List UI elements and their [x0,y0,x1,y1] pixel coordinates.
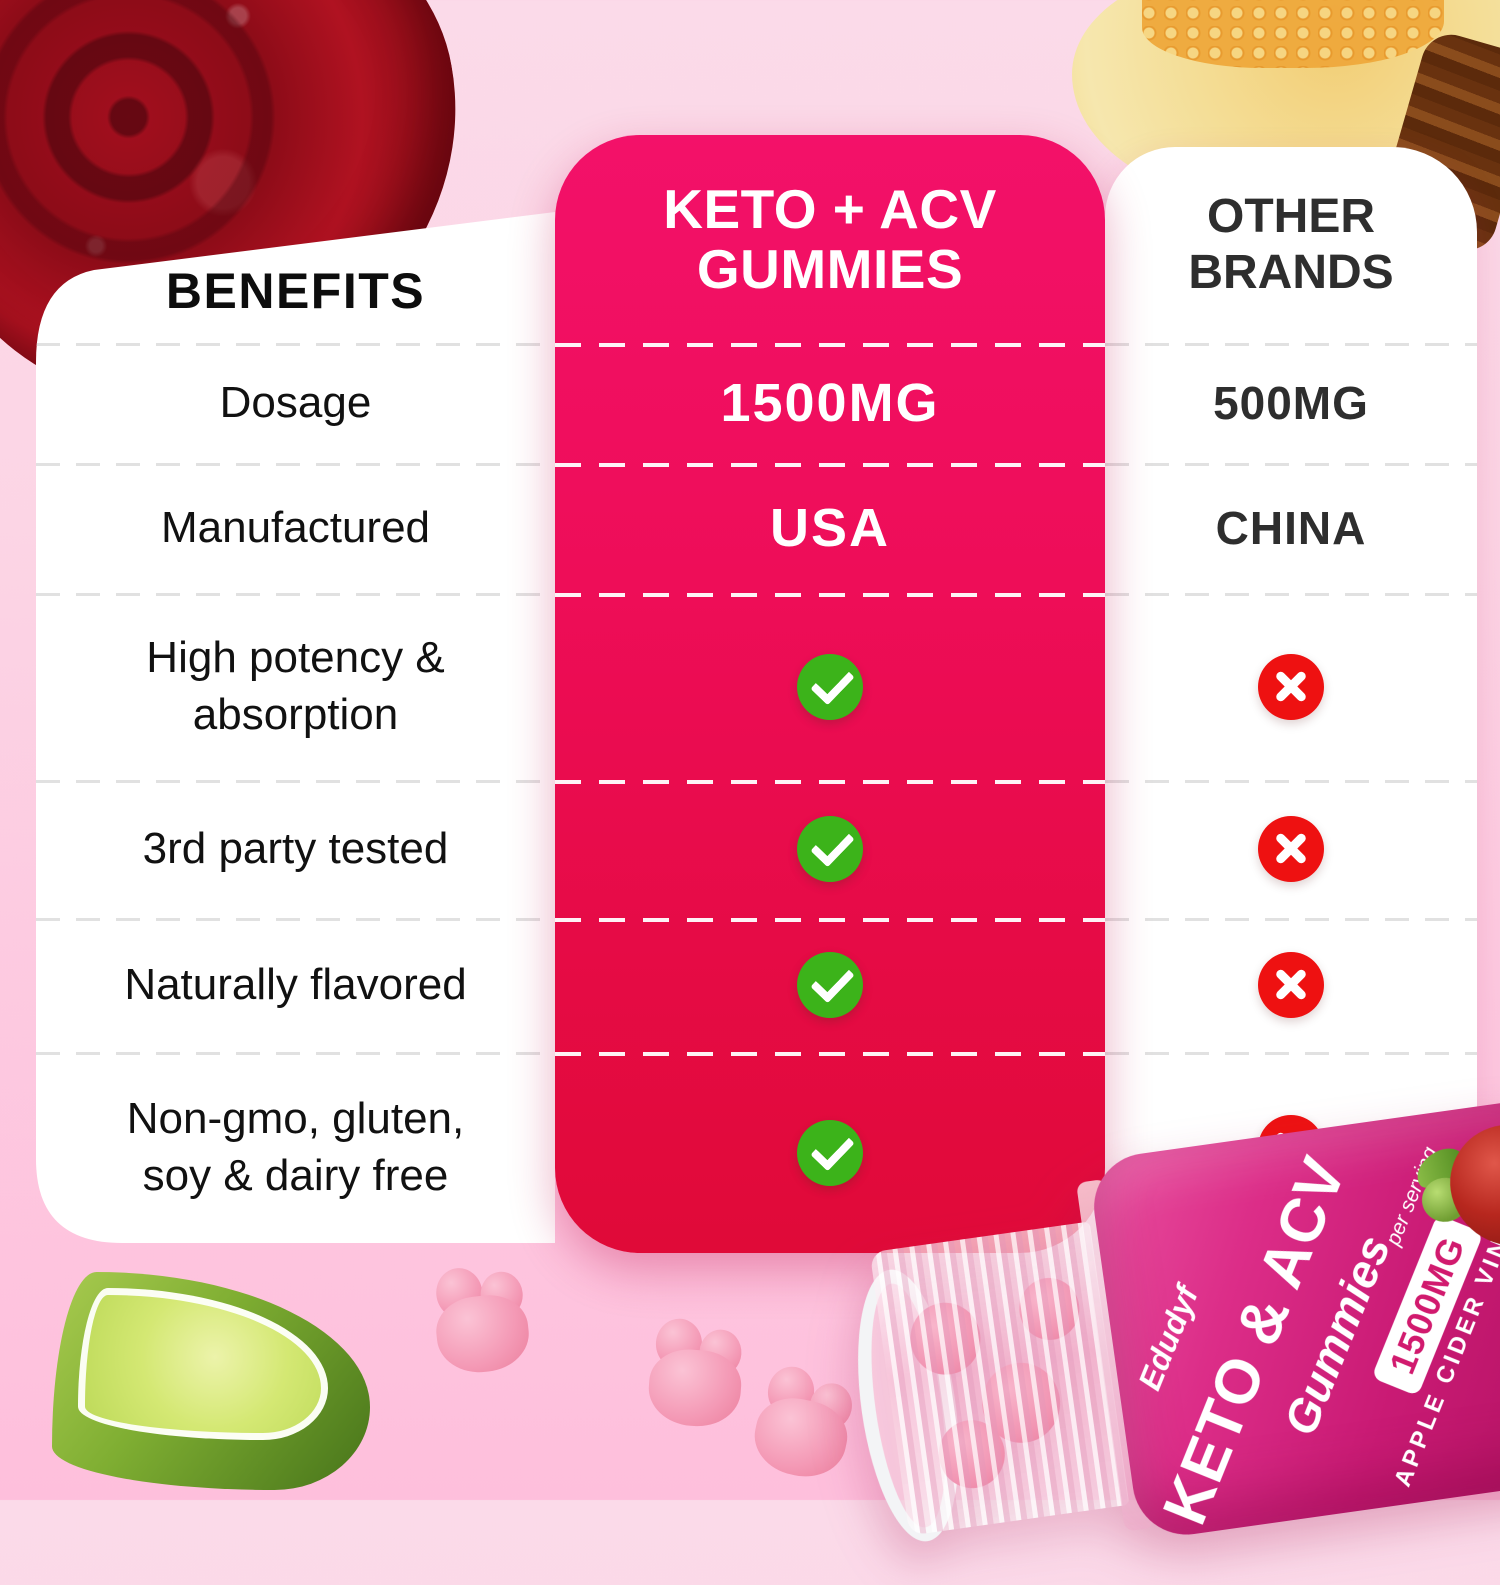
benefit-cell-dosage: Dosage [36,343,555,463]
benefit-cell-tested: 3rd party tested [36,780,555,918]
row-divider [555,343,1105,347]
row-divider [555,593,1105,597]
row-divider [555,463,1105,467]
row-divider [555,1052,1105,1056]
cherry-apple-image [1408,1108,1500,1261]
row-divider [36,780,555,783]
benefits-header-cell: BENEFITS [36,212,555,343]
benefit-label: 3rd party tested [142,823,449,873]
gummy-candy-image [737,1352,872,1493]
cherry-fruit [1442,1116,1500,1255]
product-column: KETO + ACV GUMMIES 1500MG USA [555,135,1105,1253]
benefit-label: Non-gmo, gluten, soy & dairy free [126,1094,465,1200]
check-icon [797,816,863,882]
competitor-header: OTHER BRANDS [1188,190,1394,299]
product-header: KETO + ACV GUMMIES [663,177,997,300]
check-icon [797,653,863,720]
competitor-value: CHINA [1215,502,1367,554]
row-divider [1105,1052,1477,1055]
benefit-label: Manufactured [160,502,431,552]
row-divider [555,918,1105,922]
gummy-candy-image [419,1252,543,1383]
product-cell-potency [555,593,1105,780]
benefit-cell-manufactured: Manufactured [36,463,555,593]
benefits-column: BENEFITS Dosage Manufactured High potenc… [36,212,555,1243]
bottle-label: Edudyf KETO & ACV Gummies 1500MG per ser… [1087,1096,1500,1542]
product-value: 1500MG [720,373,940,433]
row-divider [36,463,555,466]
benefit-cell-potency: High potency & absorption [36,593,555,780]
benefit-label: Dosage [219,377,372,427]
row-divider [1105,918,1477,921]
cross-icon [1258,816,1324,882]
honeycomb-cells-texture [1142,0,1444,68]
benefit-label: Naturally flavored [124,959,467,1009]
cross-icon [1258,952,1324,1018]
lime-flesh [78,1288,328,1440]
competitor-column: OTHER BRANDS 500MG CHINA [1105,147,1477,1243]
row-divider [555,780,1105,784]
check-icon [797,952,863,1018]
product-cell-nongmo [555,1052,1105,1253]
gummy-candy-image [636,1308,756,1436]
benefit-cell-flavored: Naturally flavored [36,918,555,1052]
row-divider [1105,463,1477,466]
lime-wedge-image [52,1272,370,1490]
competitor-cell-potency [1105,593,1477,780]
product-header-cell: KETO + ACV GUMMIES [555,135,1105,343]
cross-icon [1258,653,1324,720]
row-divider [36,343,555,346]
benefit-label: High potency & absorption [146,633,445,739]
row-divider [36,1052,555,1055]
competitor-cell-flavored [1105,918,1477,1052]
product-cell-manufactured: USA [555,463,1105,593]
check-icon [797,1119,863,1186]
product-cell-tested [555,780,1105,918]
product-cell-flavored [555,918,1105,1052]
competitor-cell-dosage: 500MG [1105,343,1477,463]
competitor-value: 500MG [1213,377,1369,429]
row-divider [1105,780,1477,783]
row-divider [36,593,555,596]
competitor-cell-tested [1105,780,1477,918]
row-divider [36,918,555,921]
row-divider [1105,343,1477,346]
competitor-header-cell: OTHER BRANDS [1105,147,1477,343]
product-cell-dosage: 1500MG [555,343,1105,463]
competitor-cell-manufactured: CHINA [1105,463,1477,593]
benefit-cell-nongmo: Non-gmo, gluten, soy & dairy free [36,1052,555,1243]
row-divider [1105,593,1477,596]
product-value: USA [769,498,890,558]
benefits-header: BENEFITS [165,262,426,319]
